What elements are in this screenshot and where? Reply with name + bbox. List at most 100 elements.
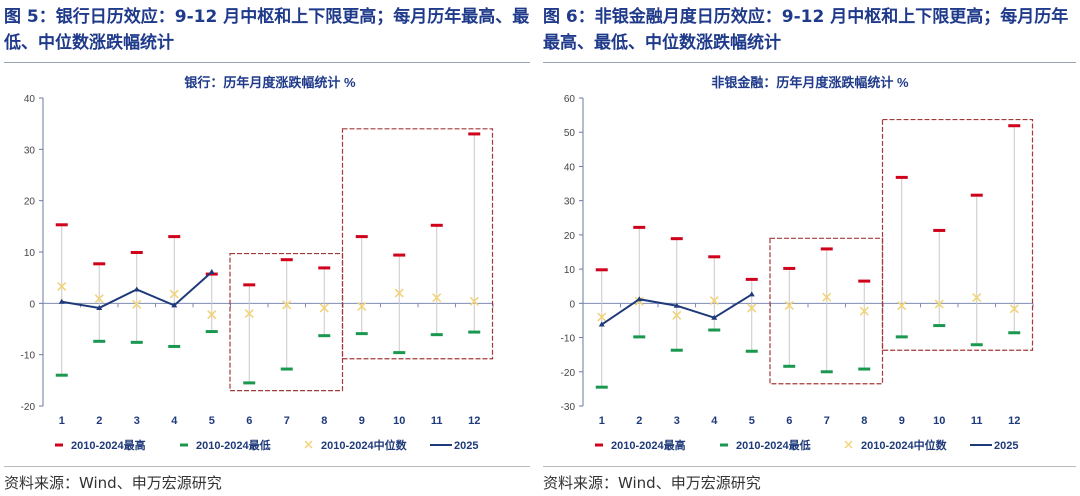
legend-median-swatch	[304, 440, 313, 449]
series-2025-point	[673, 302, 680, 308]
median-marker	[469, 296, 479, 306]
y-tick-label: 30	[24, 145, 36, 156]
median-marker	[432, 293, 442, 303]
median-marker	[897, 301, 907, 311]
series-2025-point	[636, 296, 643, 302]
x-tick-label: 5	[209, 415, 215, 427]
legend-label: 2010-2024中位数	[321, 438, 408, 452]
legend-label: 2010-2024最低	[196, 438, 271, 452]
median-marker	[672, 310, 682, 320]
x-tick-label: 3	[674, 415, 680, 427]
x-tick-label: 9	[899, 415, 905, 427]
legend-median-swatch	[844, 440, 853, 449]
series-2025-point	[58, 298, 65, 304]
y-tick-label: 50	[564, 128, 576, 139]
y-tick-label: -20	[21, 402, 36, 413]
median-marker	[934, 299, 944, 309]
legend-label: 2025	[454, 440, 478, 452]
median-marker	[597, 312, 607, 322]
x-tick-label: 6	[246, 415, 252, 427]
legend-label: 2025	[994, 440, 1018, 452]
x-tick-label: 3	[134, 415, 140, 427]
x-tick-label: 8	[861, 415, 867, 427]
x-tick-label: 7	[284, 415, 290, 427]
series-2025-point	[711, 314, 718, 320]
median-marker	[972, 292, 982, 303]
figure-5-title: 图 5：银行日历效应：9-12 月中枢和上下限更高；每月历年最高、最低、中位数涨…	[4, 7, 530, 53]
x-tick-label: 4	[171, 415, 178, 427]
x-tick-label: 6	[786, 415, 792, 427]
x-tick-label: 1	[59, 415, 65, 427]
divider	[4, 466, 530, 467]
chart-title: 银行：历年月度涨跌幅统计 %	[184, 75, 356, 90]
legend-label: 2010-2024最低	[736, 438, 811, 452]
median-marker	[282, 300, 292, 310]
median-marker	[57, 281, 67, 291]
y-tick-label: 20	[24, 197, 36, 208]
median-marker	[634, 296, 644, 306]
y-tick-label: -20	[561, 368, 576, 379]
y-tick-label: 30	[564, 197, 576, 208]
series-2025-point	[748, 291, 755, 297]
y-tick-label: 20	[564, 231, 576, 242]
median-marker	[709, 296, 719, 306]
highlight-box	[341, 128, 494, 360]
series-2025-point	[96, 304, 103, 310]
x-tick-label: 2	[96, 415, 102, 427]
y-tick-label: 10	[24, 248, 36, 259]
median-marker	[169, 289, 179, 299]
y-tick-label: -30	[561, 402, 576, 413]
median-marker	[394, 288, 404, 298]
y-tick-label: 0	[569, 299, 575, 310]
y-tick-label: -10	[21, 351, 36, 362]
median-marker	[784, 300, 794, 310]
median-marker	[822, 292, 832, 302]
y-tick-label: 40	[564, 162, 576, 173]
highlight-box	[881, 118, 1034, 351]
legend-label: 2010-2024最高	[71, 438, 146, 452]
median-marker	[94, 294, 104, 304]
x-tick-label: 7	[824, 415, 830, 427]
x-tick-label: 8	[321, 415, 327, 427]
median-marker	[319, 303, 329, 313]
series-2025-point	[133, 286, 140, 292]
median-marker	[132, 299, 142, 309]
y-tick-label: 60	[564, 94, 576, 105]
x-tick-label: 5	[749, 415, 755, 427]
y-tick-label: -10	[561, 334, 576, 345]
x-tick-label: 10	[393, 415, 405, 427]
x-tick-label: 2	[636, 415, 642, 427]
series-2025-point	[171, 302, 178, 308]
highlight-box	[229, 252, 344, 392]
x-tick-label: 12	[468, 415, 480, 427]
x-tick-label: 4	[711, 415, 718, 427]
divider	[543, 466, 1076, 467]
x-tick-label: 9	[359, 415, 365, 427]
chart-title: 非银金融：历年月度涨跌幅统计 %	[711, 75, 909, 90]
source-note: 资料来源：Wind、申万宏源研究	[4, 474, 222, 492]
median-marker	[207, 310, 217, 320]
x-tick-label: 12	[1008, 415, 1020, 427]
divider	[4, 62, 530, 63]
source-note: 资料来源：Wind、申万宏源研究	[543, 474, 761, 492]
median-marker	[357, 301, 367, 311]
median-marker	[747, 303, 757, 313]
x-tick-label: 11	[431, 415, 443, 427]
x-tick-label: 11	[971, 415, 983, 427]
x-tick-label: 10	[933, 415, 945, 427]
median-marker	[859, 306, 869, 316]
y-tick-label: 0	[29, 299, 35, 310]
median-marker	[1009, 304, 1019, 314]
median-marker	[244, 309, 254, 319]
x-tick-label: 1	[599, 415, 605, 427]
legend-label: 2010-2024中位数	[861, 438, 948, 452]
figure-6-title: 图 6：非银金融月度日历效应：9-12 月中枢和上下限更高；每月历年最高、最低、…	[543, 7, 1069, 53]
series-2025-point	[208, 269, 215, 275]
series-2025-point	[598, 321, 605, 327]
legend-label: 2010-2024最高	[611, 438, 686, 452]
divider	[543, 62, 1076, 63]
y-tick-label: 40	[24, 94, 36, 105]
y-tick-label: 10	[564, 265, 576, 276]
